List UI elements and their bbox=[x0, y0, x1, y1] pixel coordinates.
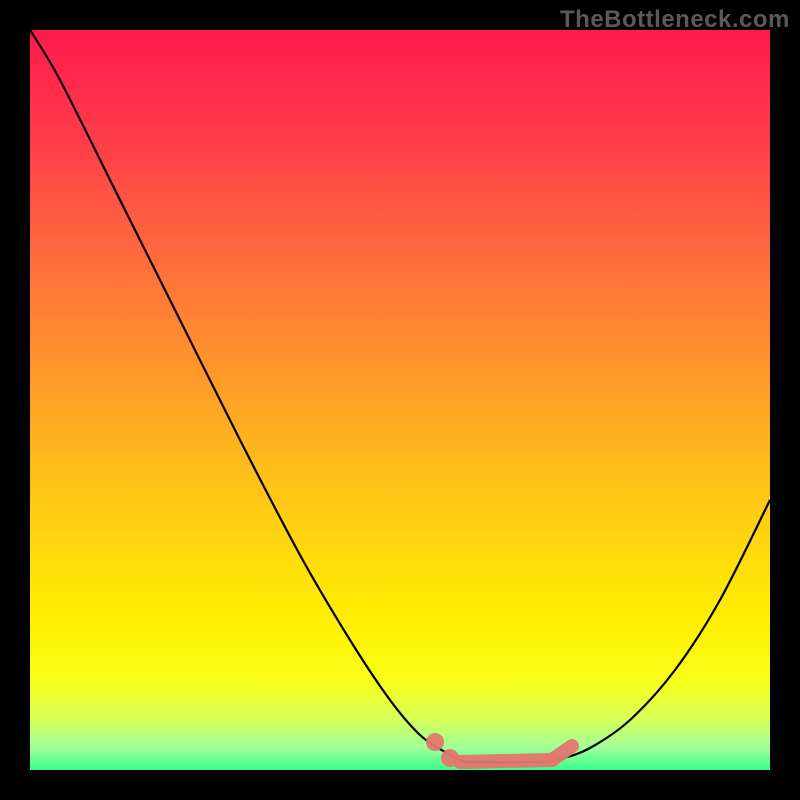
chart-frame: TheBottleneck.com bbox=[0, 0, 800, 800]
watermark-text: TheBottleneck.com bbox=[560, 6, 790, 34]
plot-area bbox=[30, 30, 770, 770]
